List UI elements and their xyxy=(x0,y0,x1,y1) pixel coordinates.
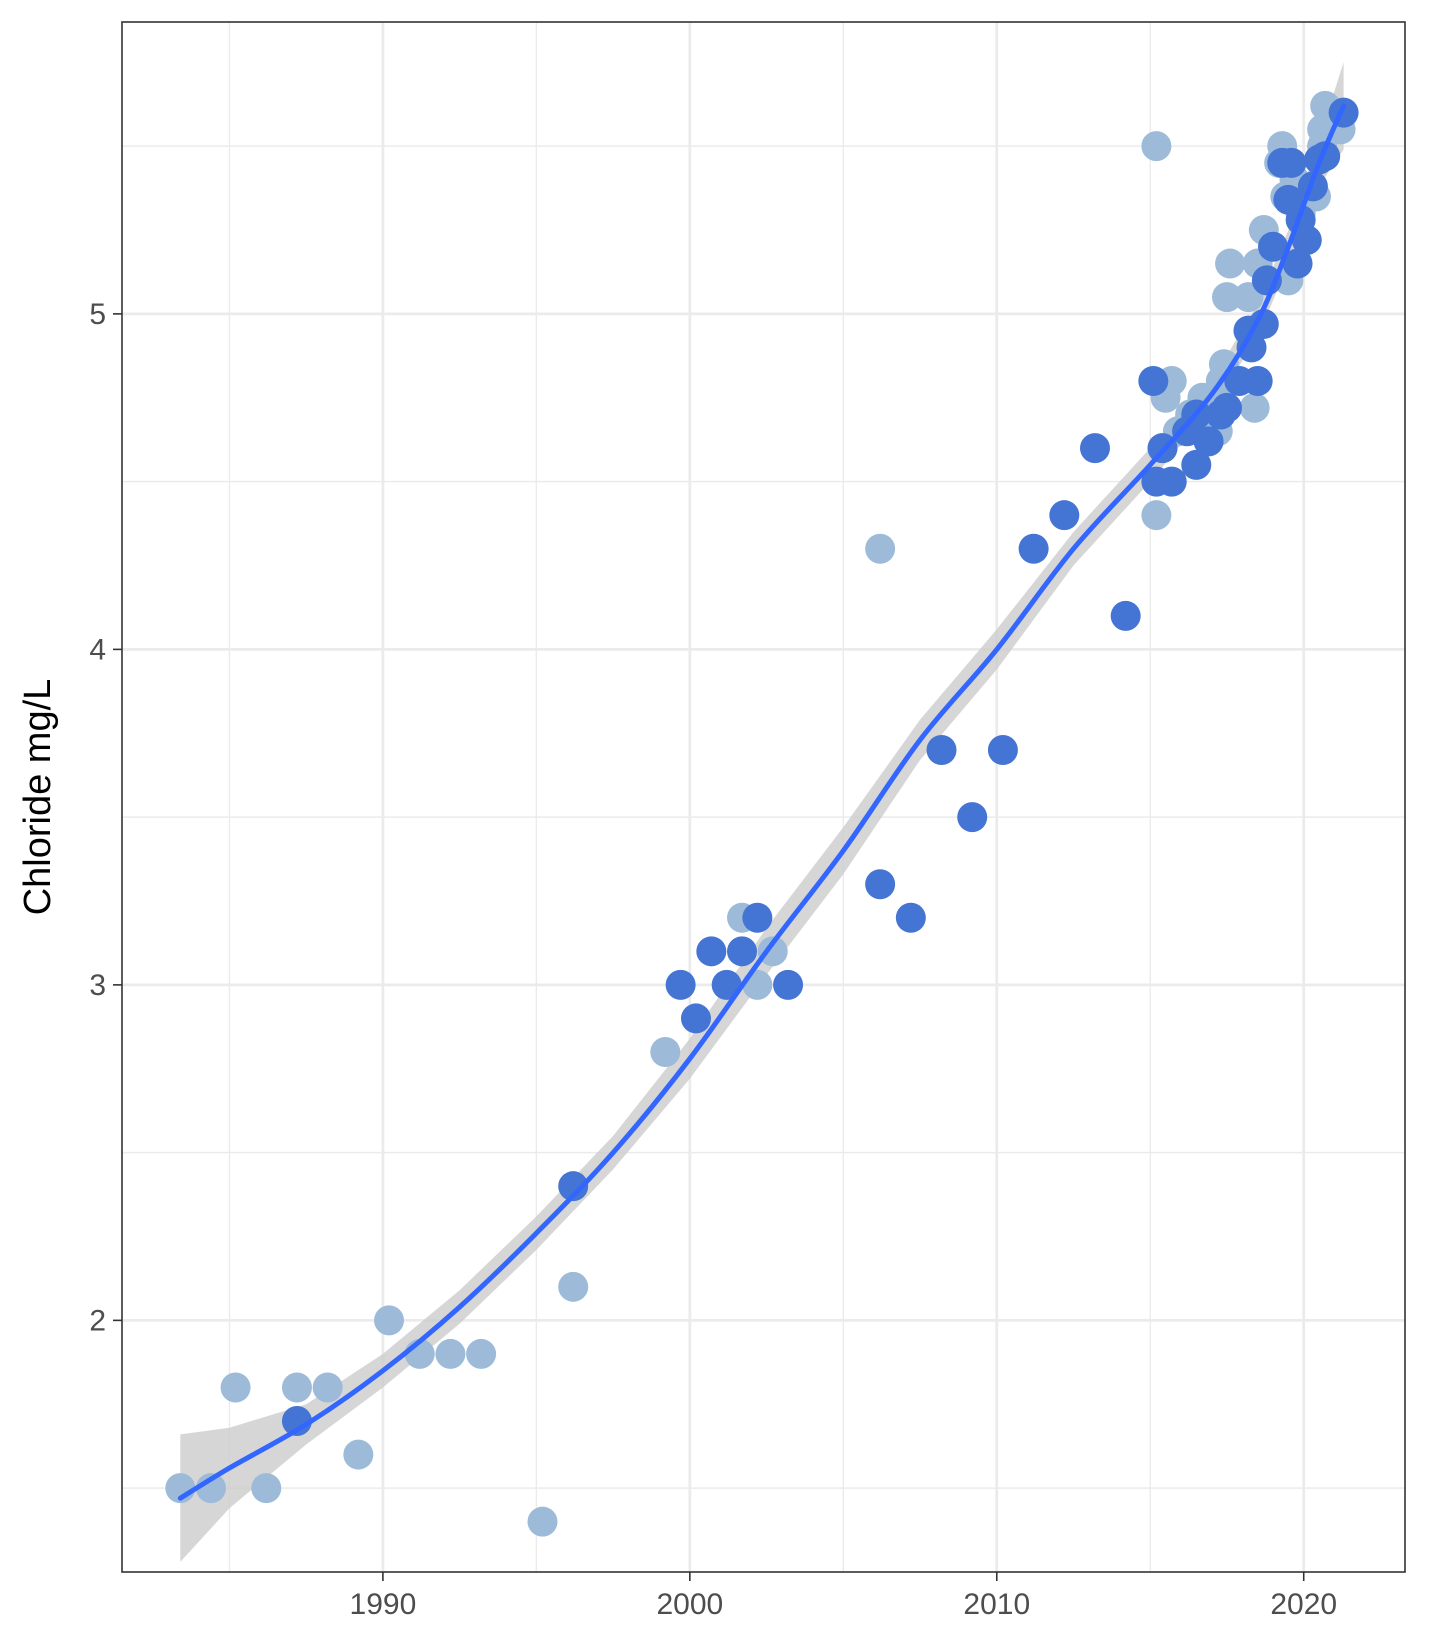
minor-gridlines xyxy=(122,22,1405,1572)
x-axis: 1990 2000 2010 2020 xyxy=(350,1572,1337,1621)
dark-data-point xyxy=(665,969,696,1000)
dark-data-point xyxy=(773,969,804,1000)
dark-data-point xyxy=(1018,533,1049,564)
dark-data-point xyxy=(711,969,742,1000)
light-data-point xyxy=(650,1036,681,1067)
x-tick-label: 1990 xyxy=(350,1588,417,1621)
light-data-point xyxy=(312,1372,343,1403)
light-data-point xyxy=(757,936,788,967)
dark-data-point xyxy=(680,1003,711,1034)
dark-data-point xyxy=(987,735,1018,766)
light-data-point xyxy=(558,1271,589,1302)
plot-panel xyxy=(122,22,1405,1572)
smooth-fit-line xyxy=(177,103,1347,1501)
dark-data-point xyxy=(1328,97,1359,128)
y-axis-title: Chloride mg/L xyxy=(17,679,59,916)
smooth-line-layer xyxy=(177,103,1347,1501)
dark-data-point xyxy=(926,735,957,766)
dark-data-point xyxy=(281,1406,312,1437)
light-data-point xyxy=(527,1506,558,1537)
dark-data-point xyxy=(1110,600,1141,631)
y-tick-label: 4 xyxy=(89,633,106,666)
dark-data-point xyxy=(1248,308,1279,339)
dark-data-point xyxy=(742,902,773,933)
light-data-point xyxy=(1215,248,1246,279)
y-tick-label: 2 xyxy=(89,1304,106,1337)
light-data-point xyxy=(374,1305,405,1336)
dark-data-point xyxy=(1211,392,1242,423)
dark-data-point xyxy=(1236,332,1267,363)
light-data-point xyxy=(742,969,773,1000)
light-data-point xyxy=(1211,282,1242,313)
light-data-point xyxy=(343,1439,374,1470)
light-data-point xyxy=(466,1338,497,1369)
dark-data-point xyxy=(1193,426,1224,457)
dark-data-point xyxy=(1079,433,1110,464)
plot-border xyxy=(121,21,1406,1573)
light-data-point xyxy=(220,1372,251,1403)
dark-data-point xyxy=(1291,225,1322,256)
y-tick-label: 5 xyxy=(89,298,106,331)
y-axis: 2 3 4 5 xyxy=(89,298,122,1337)
dark-data-point xyxy=(957,802,988,833)
dark-data-point xyxy=(895,902,926,933)
light-data-point xyxy=(1141,500,1172,531)
dark-data-point xyxy=(1276,147,1307,178)
dark-data-point xyxy=(1242,365,1273,396)
dark-data-point xyxy=(1181,449,1212,480)
dark-data-point xyxy=(1156,466,1187,497)
dark-data-point xyxy=(1258,231,1289,262)
dark-data-point xyxy=(1282,248,1313,279)
light-data-point xyxy=(435,1338,466,1369)
x-tick-label: 2000 xyxy=(656,1588,723,1621)
light-data-point xyxy=(865,533,896,564)
dark-points-layer xyxy=(281,97,1359,1437)
dark-data-point xyxy=(696,936,727,967)
x-tick-label: 2010 xyxy=(963,1588,1030,1621)
dark-data-point xyxy=(1049,500,1080,531)
light-data-point xyxy=(196,1473,227,1504)
dark-data-point xyxy=(558,1171,589,1202)
y-tick-label: 3 xyxy=(89,969,106,1002)
dark-data-point xyxy=(727,936,758,967)
dark-data-point xyxy=(865,869,896,900)
x-tick-label: 2020 xyxy=(1270,1588,1337,1621)
light-data-point xyxy=(1239,392,1270,423)
light-data-point xyxy=(1141,131,1172,162)
dark-data-point xyxy=(1138,365,1169,396)
light-data-point xyxy=(251,1473,282,1504)
light-data-point xyxy=(281,1372,312,1403)
